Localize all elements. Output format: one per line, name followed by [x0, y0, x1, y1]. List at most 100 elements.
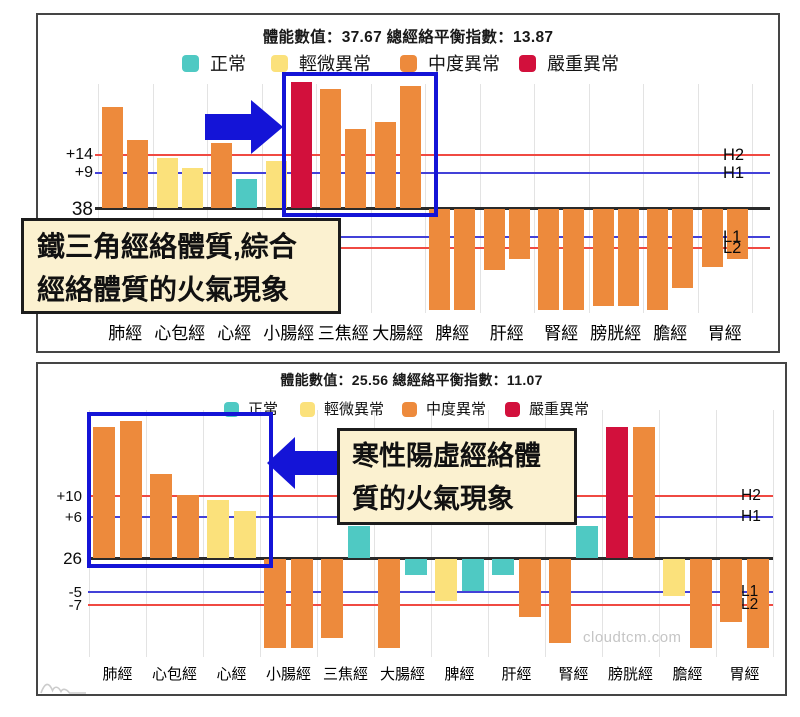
legend-moderate-swatch	[402, 402, 417, 417]
annotation-line: 鐵三角經絡體質,綜合	[37, 231, 297, 262]
line-label-H1: H1	[741, 508, 761, 526]
y-axis-label: +9	[74, 164, 93, 181]
axis-label-膽經: 膽經	[672, 666, 703, 683]
bar-三焦經-2	[348, 526, 370, 558]
bar-脾經-1	[429, 209, 450, 310]
gridline	[317, 410, 318, 657]
bar-膽經-2	[690, 559, 712, 648]
axis-label-肺經: 肺經	[108, 324, 143, 343]
bar-脾經-1	[435, 559, 457, 601]
gridline	[261, 84, 263, 313]
bar-大腸經-2	[405, 559, 427, 575]
gridline	[602, 410, 603, 657]
axis-label-膀胱經: 膀胱經	[607, 666, 653, 683]
bar-膽經-1	[663, 559, 685, 596]
axis-label-膀胱經: 膀胱經	[590, 324, 642, 343]
line-label-L2: L2	[741, 596, 759, 614]
line-label-L1: L1	[723, 227, 742, 246]
axis-label-胃經: 胃經	[729, 666, 760, 683]
highlight-box-iron-triangle	[282, 72, 438, 217]
annotation-line: 寒性陽虛經絡體	[352, 441, 541, 471]
line-label-H2: H2	[741, 487, 761, 505]
gridline	[697, 84, 699, 313]
legend-mild-label: 輕微異常	[324, 401, 385, 418]
legend-normal-label: 正常	[210, 53, 246, 74]
bar-膽經-1	[647, 209, 668, 310]
legend-mild-swatch	[300, 402, 315, 417]
logo-waves-icon	[40, 683, 86, 694]
bar-肝經-2	[519, 559, 541, 617]
bar-大腸經-1	[374, 122, 396, 208]
axis-baseline	[95, 206, 770, 210]
axis-label-小腸經: 小腸經	[265, 666, 311, 683]
axis-label-胃經: 胃經	[707, 324, 742, 343]
gridline	[203, 410, 204, 657]
y-axis-label: -7	[68, 596, 82, 614]
line-label-L1: L1	[741, 583, 759, 601]
axis-label-心包經: 心包經	[154, 324, 206, 343]
axis-label-小腸經: 小腸經	[263, 324, 315, 343]
gridline	[659, 410, 660, 657]
legend-severe-label: 嚴重異常	[529, 401, 590, 418]
bar-心包經-1	[150, 474, 172, 558]
bar-小腸經-1	[264, 559, 286, 648]
bar-小腸經-1	[265, 161, 287, 208]
y-axis-label: 38	[71, 198, 93, 220]
bar-肺經-1	[93, 427, 115, 558]
bar-大腸經-1	[378, 559, 400, 648]
bar-膀胱經-1	[592, 209, 614, 306]
bar-胃經-1	[701, 209, 723, 267]
legend-moderate-swatch	[400, 55, 417, 72]
bar-脾經-2	[462, 559, 484, 591]
reference-line-H2	[95, 154, 770, 156]
axis-label-心包經: 心包經	[151, 666, 197, 683]
y-axis-label: +10	[56, 487, 82, 505]
gridline	[545, 410, 546, 657]
chart-title-top: 體能數值：37.67 總經絡平衡指數：13.87	[262, 29, 554, 46]
bar-胃經-1	[720, 559, 742, 622]
legend-mild-label: 輕微異常	[299, 53, 371, 74]
bar-小腸經-2	[291, 559, 313, 648]
watermark: cloudtcm.com	[583, 629, 682, 646]
gridline	[374, 410, 375, 657]
arrow-right-icon	[205, 100, 283, 154]
bar-膀胱經-2	[633, 427, 655, 558]
bar-腎經-1	[538, 209, 559, 310]
bar-膽經-2	[672, 209, 693, 288]
bar-肺經-2	[120, 421, 142, 558]
gridline	[431, 410, 432, 657]
gridline	[773, 410, 774, 657]
axis-label-三焦經: 三焦經	[322, 666, 368, 683]
bar-腎經-1	[549, 559, 571, 643]
bar-肺經-1	[102, 107, 123, 208]
bar-三焦經-2	[345, 129, 366, 208]
legend-normal-swatch	[182, 55, 199, 72]
bar-膀胱經-2	[617, 209, 639, 306]
bar-膀胱經-1	[606, 427, 628, 558]
gridline	[425, 84, 426, 313]
gridline	[479, 84, 481, 313]
bar-胃經-2	[747, 559, 769, 648]
axis-label-腎經: 腎經	[544, 324, 579, 343]
reference-line-H1	[95, 172, 770, 174]
bar-三焦經-1	[321, 559, 343, 638]
line-label-H1: H1	[723, 163, 745, 182]
y-axis-label: 26	[63, 548, 82, 568]
y-axis-label: -5	[68, 583, 82, 601]
axis-baseline	[88, 556, 773, 560]
annotation-iron-triangle: 鐵三角經絡體質,綜合 經絡體質的火氣現象	[21, 218, 341, 314]
annotation-line: 經絡體質的火氣現象	[37, 274, 290, 305]
axis-label-大腸經: 大腸經	[372, 324, 424, 343]
legend-moderate-label: 中度異常	[428, 53, 500, 74]
axis-label-三焦經: 三焦經	[317, 324, 369, 343]
bar-小腸經-2	[290, 82, 312, 208]
bar-三焦經-1	[320, 89, 341, 208]
gridline	[146, 410, 147, 657]
axis-label-大腸經: 大腸經	[379, 666, 425, 683]
gridline	[752, 84, 753, 313]
legend-moderate-label: 中度異常	[426, 401, 487, 418]
gridline	[316, 84, 317, 313]
bar-心經-1	[211, 143, 232, 208]
gridline	[152, 84, 154, 313]
